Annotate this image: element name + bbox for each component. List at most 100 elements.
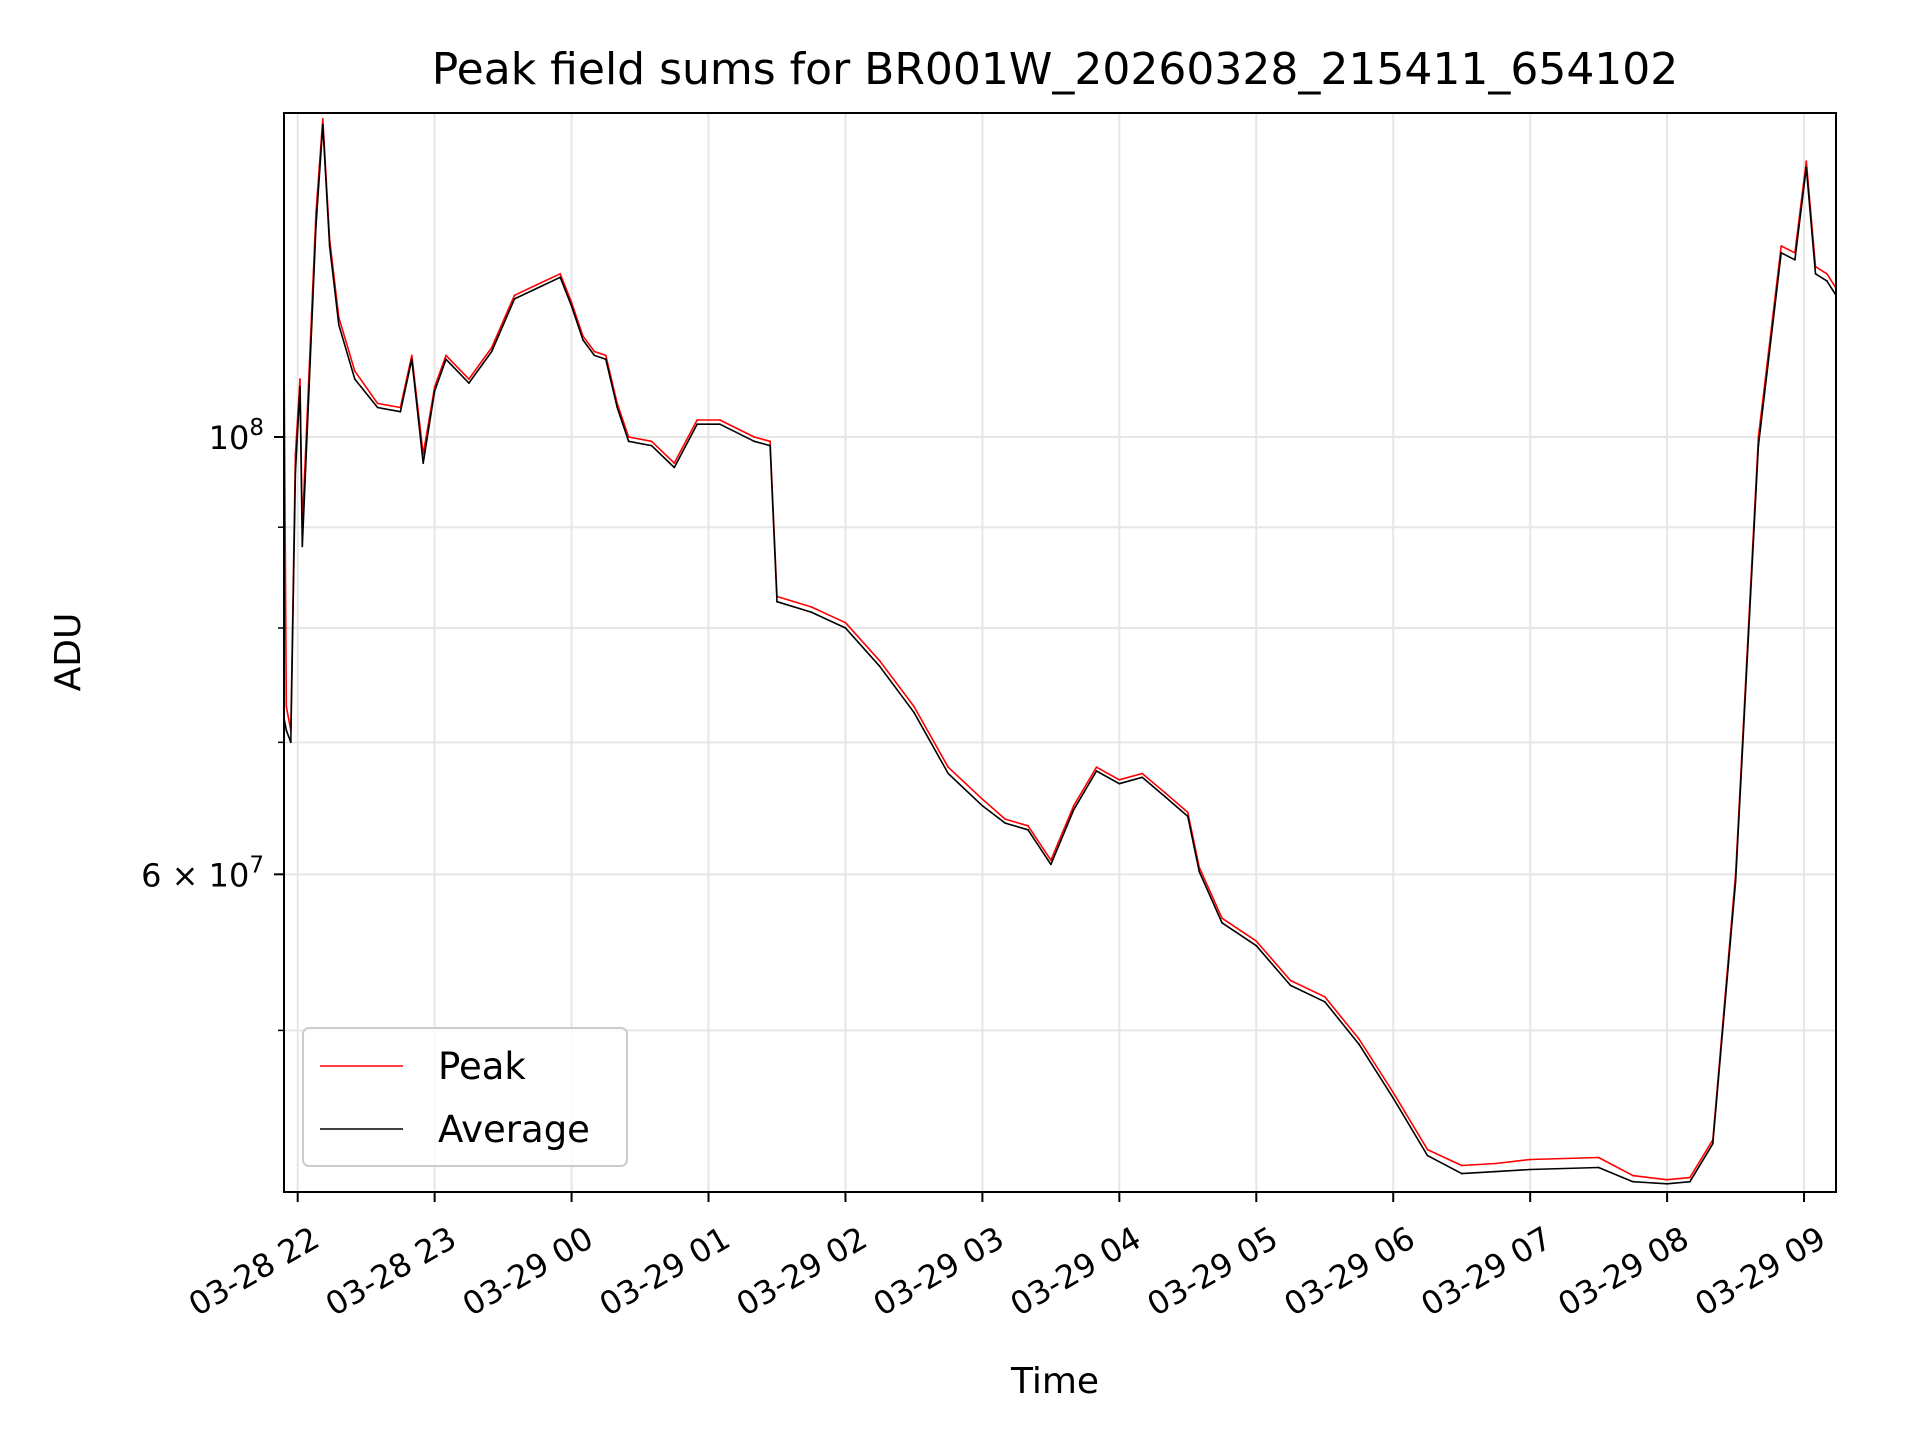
data-point-average <box>299 386 301 388</box>
data-point-average <box>1118 782 1121 785</box>
legend: Peak Average <box>302 1027 628 1167</box>
data-point-peak <box>1221 917 1223 920</box>
data-point-average <box>810 611 813 613</box>
data-point-average <box>513 298 516 300</box>
data-point-average <box>559 276 562 279</box>
data-point-peak <box>1141 772 1144 775</box>
data-point-average <box>1392 1097 1395 1099</box>
data-point-average <box>328 245 331 247</box>
data-point-average <box>376 406 379 409</box>
data-point-average <box>536 287 539 289</box>
data-point-average <box>1358 1043 1360 1046</box>
data-point-average <box>1780 251 1783 254</box>
data-point-average <box>1794 258 1796 261</box>
data-point-average <box>673 466 676 469</box>
data-point-peak <box>1460 1164 1463 1167</box>
y-axis-label: ADU <box>48 613 89 692</box>
data-point-average <box>1689 1180 1691 1183</box>
data-point-average <box>1289 984 1292 987</box>
data-point-average <box>1666 1182 1668 1185</box>
data-point-peak <box>490 346 493 349</box>
data-point-average <box>321 123 324 126</box>
data-point-peak <box>696 419 698 421</box>
data-point-average <box>1826 280 1828 282</box>
data-point-average <box>490 350 493 353</box>
data-point-peak <box>673 462 676 464</box>
data-point-peak <box>1072 804 1075 807</box>
data-point-peak <box>1358 1038 1360 1040</box>
data-point-peak <box>1597 1156 1600 1159</box>
data-point-peak <box>1632 1174 1634 1177</box>
data-point-average <box>399 410 402 413</box>
data-point-peak <box>593 350 596 353</box>
data-point-average <box>1164 795 1166 798</box>
data-point-peak <box>878 659 881 662</box>
grid <box>284 113 1836 1192</box>
series-layer <box>283 118 1837 1185</box>
data-point-average <box>1027 828 1029 831</box>
data-point-average <box>294 471 297 473</box>
data-point-average <box>1632 1180 1634 1183</box>
data-point-peak <box>559 272 562 275</box>
data-point-peak <box>753 436 756 438</box>
y-tick-label: 6 × 107 <box>141 852 264 894</box>
data-point-average <box>776 600 778 603</box>
data-point-average <box>1426 1154 1429 1157</box>
data-point-peak <box>1255 940 1258 942</box>
data-point-average <box>1711 1142 1714 1145</box>
data-point-average <box>1141 776 1144 779</box>
data-point-peak <box>1780 245 1783 247</box>
data-point-peak <box>1289 979 1292 982</box>
data-point-peak <box>1805 160 1808 163</box>
data-point-average <box>981 804 984 807</box>
data-point-peak <box>468 378 470 380</box>
data-point-average <box>627 440 630 443</box>
data-point-peak <box>1004 818 1007 820</box>
data-point-average <box>1004 822 1007 824</box>
data-point-peak <box>1027 824 1029 827</box>
y-axis-ticks: 108 6 × 107 <box>141 415 284 1032</box>
data-point-peak <box>1689 1176 1691 1179</box>
data-point-average <box>289 741 292 744</box>
x-axis-label: Time <box>1010 1361 1099 1402</box>
data-point-peak <box>410 354 413 357</box>
data-point-average <box>844 627 847 629</box>
data-point-average <box>1186 815 1189 818</box>
legend-label-average: Average <box>438 1108 590 1151</box>
data-point-peak <box>981 798 984 801</box>
data-point-average <box>913 711 915 714</box>
data-point-average <box>719 423 721 426</box>
data-point-average <box>433 390 436 393</box>
data-point-average <box>1805 166 1808 169</box>
data-point-peak <box>1826 272 1828 275</box>
data-point-average <box>337 323 340 326</box>
series-points-average <box>283 123 1837 1185</box>
data-point-average <box>582 339 584 341</box>
data-point-average <box>422 462 425 464</box>
data-point-peak <box>1323 995 1326 998</box>
data-point-average <box>1072 808 1075 811</box>
data-point-average <box>1757 444 1760 447</box>
data-point-peak <box>1186 811 1189 814</box>
data-point-average <box>410 358 413 361</box>
data-point-average <box>308 386 310 388</box>
data-point-peak <box>627 436 630 438</box>
data-point-average <box>1198 870 1201 873</box>
data-point-average <box>616 406 619 409</box>
data-point-peak <box>1050 859 1052 862</box>
data-point-peak <box>650 440 653 443</box>
data-point-peak <box>1164 791 1166 794</box>
data-point-peak <box>1118 778 1121 781</box>
data-point-average <box>445 358 447 361</box>
data-point-peak <box>913 705 915 708</box>
data-point-average <box>1597 1166 1600 1169</box>
data-point-peak <box>353 370 356 372</box>
data-point-average <box>1460 1172 1463 1175</box>
data-point-average <box>353 378 356 380</box>
data-point-average <box>753 440 756 443</box>
data-point-peak <box>536 283 539 286</box>
data-point-average <box>468 382 470 384</box>
data-point-average <box>1050 863 1052 866</box>
data-point-peak <box>719 419 721 421</box>
